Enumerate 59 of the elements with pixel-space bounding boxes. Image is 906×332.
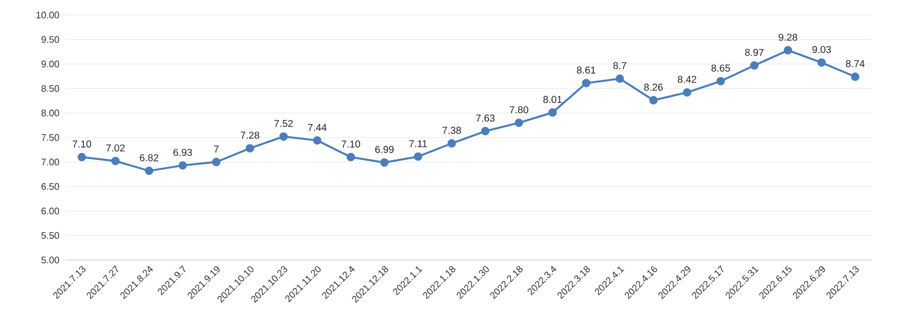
data-label: 8.74 bbox=[846, 60, 865, 68]
point bbox=[481, 126, 490, 136]
data-label: 8.65 bbox=[711, 64, 730, 72]
point bbox=[178, 161, 187, 170]
data-label: 7.52 bbox=[274, 120, 293, 127]
data-label: 7 bbox=[214, 146, 219, 152]
point bbox=[111, 156, 120, 166]
y-tick-label: 8.00 bbox=[41, 110, 60, 116]
data-label: 7.80 bbox=[510, 106, 528, 114]
data-label: 9.28 bbox=[778, 34, 798, 41]
data-label: 7.11 bbox=[409, 140, 427, 148]
point bbox=[616, 74, 624, 83]
data-label: 7.44 bbox=[308, 124, 327, 131]
y-tick-label: 7.00 bbox=[42, 158, 60, 166]
point bbox=[582, 78, 590, 88]
y-tick-label: 5.00 bbox=[41, 256, 60, 264]
data-label: 8.97 bbox=[745, 48, 764, 56]
y-tick-label: 10.00 bbox=[36, 12, 60, 18]
data-label: 6.93 bbox=[173, 148, 192, 156]
point bbox=[447, 139, 456, 148]
data-label: 8.7 bbox=[613, 62, 626, 70]
data-label: 8.01 bbox=[543, 96, 562, 103]
y-tick-label: 8.50 bbox=[41, 85, 60, 92]
data-label: 7.10 bbox=[342, 140, 360, 148]
point bbox=[144, 166, 154, 176]
point bbox=[716, 76, 725, 86]
data-label: 7.38 bbox=[442, 126, 461, 134]
data-label: 7.63 bbox=[476, 114, 495, 122]
data-label: 6.99 bbox=[375, 146, 394, 153]
y-tick-label: 9.00 bbox=[42, 60, 60, 68]
point bbox=[380, 158, 389, 167]
point bbox=[750, 61, 759, 70]
data-label: 8.61 bbox=[576, 66, 596, 74]
data-label: 7.02 bbox=[106, 144, 125, 152]
point bbox=[817, 58, 826, 67]
point bbox=[649, 96, 658, 104]
point bbox=[851, 72, 860, 81]
y-tick-label: 5.50 bbox=[41, 232, 60, 239]
point bbox=[548, 108, 557, 117]
data-label: 7.10 bbox=[72, 140, 92, 148]
point bbox=[212, 158, 221, 166]
data-label: 9.03 bbox=[812, 46, 831, 54]
data-label: 8.26 bbox=[644, 84, 663, 91]
data-label: 6.82 bbox=[140, 154, 158, 162]
point bbox=[78, 152, 86, 162]
point bbox=[514, 118, 524, 127]
y-tick-label: 6.00 bbox=[42, 208, 60, 214]
point bbox=[414, 152, 422, 161]
point bbox=[312, 136, 322, 145]
data-label: 8.42 bbox=[678, 76, 696, 83]
data-label: 7.28 bbox=[240, 132, 260, 139]
y-tick-label: 6.50 bbox=[42, 183, 60, 190]
y-tick-label: 7.50 bbox=[42, 134, 60, 141]
point bbox=[246, 144, 254, 152]
point bbox=[682, 88, 692, 97]
point bbox=[784, 46, 792, 54]
y-tick-label: 9.50 bbox=[42, 36, 60, 43]
point bbox=[279, 132, 288, 141]
point bbox=[346, 152, 356, 162]
